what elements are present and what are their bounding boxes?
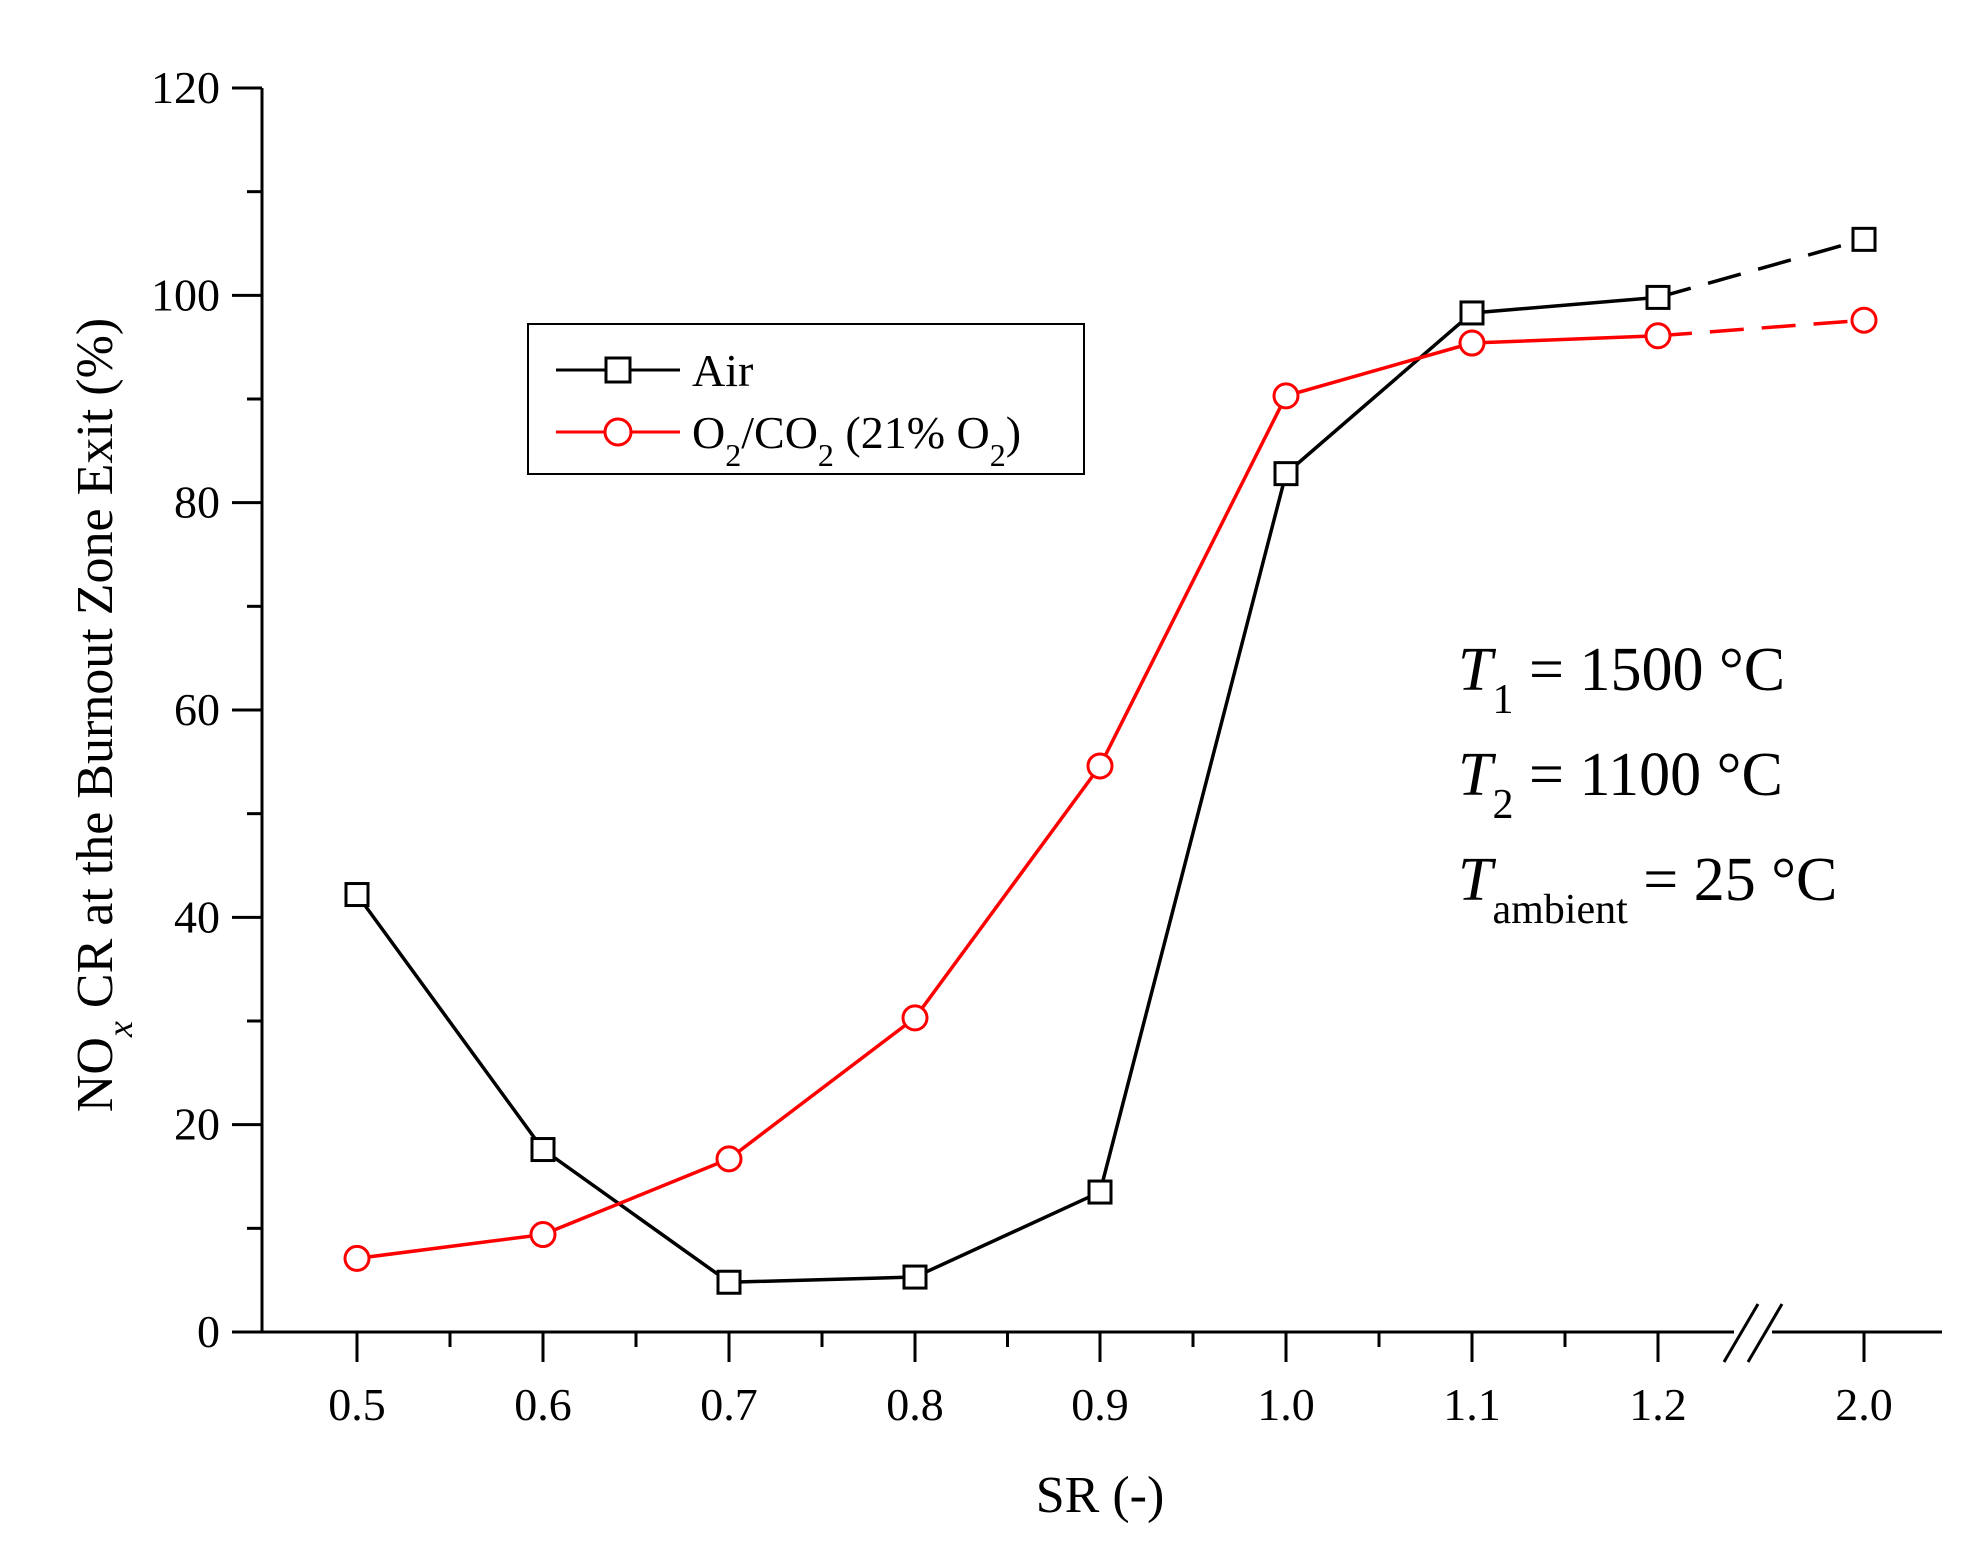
y-tick-label: 80	[174, 477, 220, 528]
y-tick-label: 0	[197, 1306, 220, 1357]
x-tick-label: 0.9	[1071, 1379, 1129, 1430]
data-point	[1458, 329, 1486, 357]
legend: Air O2/CO2 (21% O2)	[527, 323, 1085, 475]
data-point	[1644, 322, 1672, 350]
data-point	[1086, 752, 1114, 780]
series-break-line	[1657, 318, 1865, 338]
data-point	[715, 1145, 743, 1173]
series-line	[356, 334, 1659, 1261]
x-ticks: 0.5 0.6 0.7 0.8 0.9 1.0 1.1 1.2 2.0	[328, 1332, 1893, 1430]
y-tick-label: 40	[174, 891, 220, 942]
data-point	[343, 1244, 371, 1272]
x-tick-label: 0.8	[886, 1379, 944, 1430]
x-tick-label: 1.0	[1257, 1379, 1315, 1430]
annotations: T1 = 1500 °C T2 = 1100 °C Tambient = 25 …	[1458, 636, 1837, 933]
data-point	[901, 1004, 929, 1032]
y-tick-label: 100	[151, 269, 220, 320]
series-layer	[343, 226, 1878, 1295]
data-point	[529, 1221, 557, 1249]
y-axis-title: NOx CR at the Burnout Zone Exit (%)	[67, 318, 140, 1112]
data-point	[1087, 1179, 1113, 1205]
legend-box	[527, 323, 1085, 475]
series-o2co2	[343, 306, 1878, 1272]
legend-marker-air	[604, 356, 632, 384]
y-tick-label: 20	[174, 1099, 220, 1150]
y-ticks: 0 20 40 60 80 100 120	[151, 62, 262, 1357]
annotation-t2: T2 = 1100 °C	[1458, 741, 1783, 828]
data-point	[1273, 461, 1299, 487]
data-point	[1850, 306, 1878, 334]
y-tick-label: 120	[151, 62, 220, 113]
data-point	[1851, 226, 1877, 252]
annotation-t1: T1 = 1500 °C	[1458, 636, 1785, 723]
series-air	[344, 226, 1877, 1295]
axis-break-marks	[1722, 1303, 1784, 1363]
data-point	[1272, 382, 1300, 410]
y-tick-label: 60	[174, 684, 220, 735]
x-tick-label: 1.2	[1629, 1379, 1687, 1430]
legend-marker-o2co2	[603, 417, 633, 447]
data-point	[902, 1264, 928, 1290]
data-point	[716, 1269, 742, 1295]
legend-label-o2co2: O2/CO2 (21% O2)	[692, 407, 1021, 473]
data-point	[1459, 300, 1485, 326]
data-point	[344, 882, 370, 908]
series-break-line	[1657, 237, 1865, 300]
x-axis-title: SR (-)	[1036, 1467, 1165, 1524]
x-tick-label: 1.1	[1443, 1379, 1501, 1430]
data-point	[530, 1137, 556, 1163]
x-tick-label: 0.6	[514, 1379, 572, 1430]
x-tick-label: 2.0	[1835, 1379, 1893, 1430]
legend-label-air: Air	[692, 345, 753, 396]
x-tick-label: 0.5	[328, 1379, 386, 1430]
axes: 0 20 40 60 80 100 120 0.5 0.6 0.7 0.8 0.9 1.0 1.1 1.2…	[151, 62, 1942, 1430]
data-point	[1645, 284, 1671, 310]
series-line	[355, 295, 1659, 1285]
annotation-tambient: Tambient = 25 °C	[1458, 846, 1837, 933]
x-tick-label: 0.7	[700, 1379, 758, 1430]
